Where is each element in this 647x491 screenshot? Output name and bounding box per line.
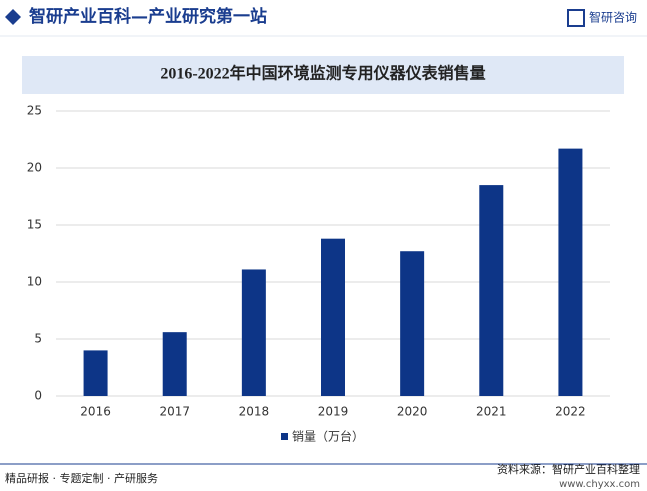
bar	[479, 185, 504, 396]
header-title: 智研产业百科—产业研究第一站	[29, 6, 267, 27]
legend-swatch	[281, 433, 288, 440]
x-tick-label: 2017	[159, 405, 190, 419]
y-tick-label: 25	[27, 104, 42, 118]
x-tick-label: 2022	[555, 405, 586, 419]
y-tick-label: 10	[27, 275, 42, 289]
bar	[162, 332, 187, 396]
legend-label: 销量（万台）	[292, 429, 364, 444]
bar	[321, 238, 345, 396]
bar	[558, 148, 583, 396]
x-tick-label: 2019	[318, 405, 349, 419]
title-band	[22, 56, 624, 94]
footer-left: 精品研报 · 专题定制 · 产研服务	[5, 471, 158, 485]
y-tick-label: 15	[27, 218, 42, 232]
x-tick-label: 2016	[80, 405, 111, 419]
bar	[400, 251, 425, 396]
x-tick-label: 2020	[397, 405, 428, 419]
bar	[241, 269, 266, 396]
bar	[83, 350, 108, 396]
x-tick-label: 2021	[476, 405, 507, 419]
y-tick-label: 5	[34, 332, 42, 346]
y-tick-label: 20	[27, 161, 42, 175]
y-tick-label: 0	[34, 389, 42, 403]
header-diamond	[5, 9, 21, 25]
footer-url: www.chyxx.com	[559, 479, 640, 490]
x-tick-label: 2018	[239, 405, 270, 419]
header-logo: 智研咨询	[589, 10, 637, 25]
logo-icon	[567, 9, 585, 27]
footer-source: 资料来源：智研产业百科整理	[497, 462, 640, 476]
chart-title: 2016-2022年中国环境监测专用仪器仪表销售量	[160, 64, 485, 83]
